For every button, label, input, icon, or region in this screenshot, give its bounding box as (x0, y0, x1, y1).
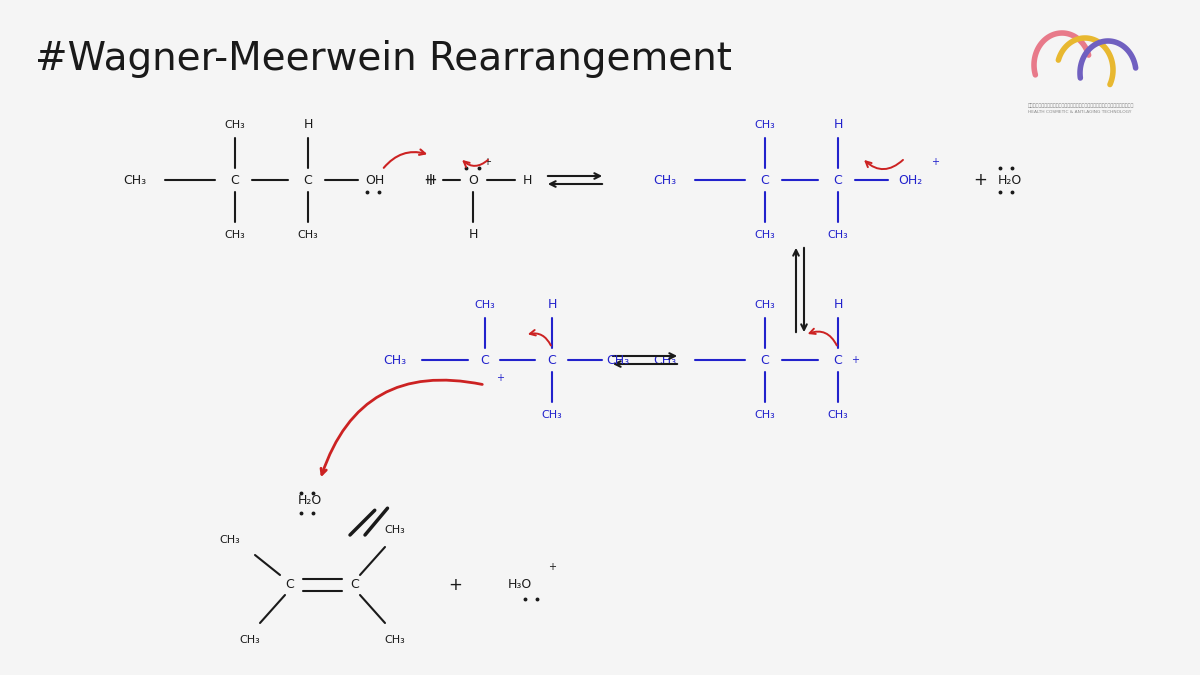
Text: H₂O: H₂O (298, 493, 322, 506)
Text: CH₃: CH₃ (385, 635, 406, 645)
Text: OH₂: OH₂ (898, 173, 922, 186)
Text: H: H (425, 173, 434, 186)
Text: C: C (834, 173, 842, 186)
Text: C: C (761, 354, 769, 367)
Text: +: + (448, 576, 462, 594)
Text: C: C (834, 354, 842, 367)
Text: CH₃: CH₃ (124, 173, 146, 186)
Text: #Wagner-Meerwein Rearrangement: #Wagner-Meerwein Rearrangement (35, 40, 732, 78)
Text: C: C (350, 578, 359, 591)
Text: CH₃: CH₃ (828, 230, 848, 240)
Text: CH₃: CH₃ (606, 354, 630, 367)
Text: CH₃: CH₃ (654, 173, 677, 186)
Text: +: + (548, 562, 556, 572)
Text: C: C (304, 173, 312, 186)
Text: CH₃: CH₃ (224, 230, 245, 240)
Text: +: + (931, 157, 940, 167)
Text: CH₃: CH₃ (384, 354, 407, 367)
Text: CH₃: CH₃ (475, 300, 496, 310)
Text: CH₃: CH₃ (298, 230, 318, 240)
Text: H₃O: H₃O (508, 578, 532, 591)
Text: CH₃: CH₃ (755, 410, 775, 420)
Text: HEALTH COSMETIC & ANTI-AGING TECHNOLOGY: HEALTH COSMETIC & ANTI-AGING TECHNOLOGY (1028, 110, 1132, 114)
Text: CH₃: CH₃ (541, 410, 563, 420)
Text: H: H (833, 119, 842, 132)
Text: +: + (851, 355, 859, 365)
Text: +: + (424, 171, 437, 189)
Text: CH₃: CH₃ (755, 120, 775, 130)
Text: C: C (286, 578, 294, 591)
Text: OH: OH (365, 173, 385, 186)
Text: CH₃: CH₃ (385, 525, 406, 535)
Text: H₂O: H₂O (998, 173, 1022, 186)
Text: H: H (522, 173, 532, 186)
Text: CH₃: CH₃ (224, 120, 245, 130)
Text: CH₃: CH₃ (755, 230, 775, 240)
Text: H: H (304, 119, 313, 132)
Text: CH₃: CH₃ (828, 410, 848, 420)
Text: C: C (761, 173, 769, 186)
Text: O: O (468, 173, 478, 186)
Text: +: + (496, 373, 504, 383)
Text: +: + (973, 171, 986, 189)
Text: CH₃: CH₃ (220, 535, 240, 545)
Text: C: C (547, 354, 557, 367)
Text: H: H (547, 298, 557, 311)
Text: CH₃: CH₃ (240, 635, 260, 645)
Text: CH₃: CH₃ (755, 300, 775, 310)
Text: C: C (481, 354, 490, 367)
Text: CH₃: CH₃ (654, 354, 677, 367)
Text: สถาบันนวัตกรรมเชิงพื้นที่ธุรกิจสุขภาพ: สถาบันนวัตกรรมเชิงพื้นที่ธุรกิจสุขภาพ (1028, 103, 1134, 108)
Text: +: + (482, 157, 491, 167)
Text: H: H (833, 298, 842, 311)
Text: C: C (230, 173, 239, 186)
Text: H: H (468, 229, 478, 242)
